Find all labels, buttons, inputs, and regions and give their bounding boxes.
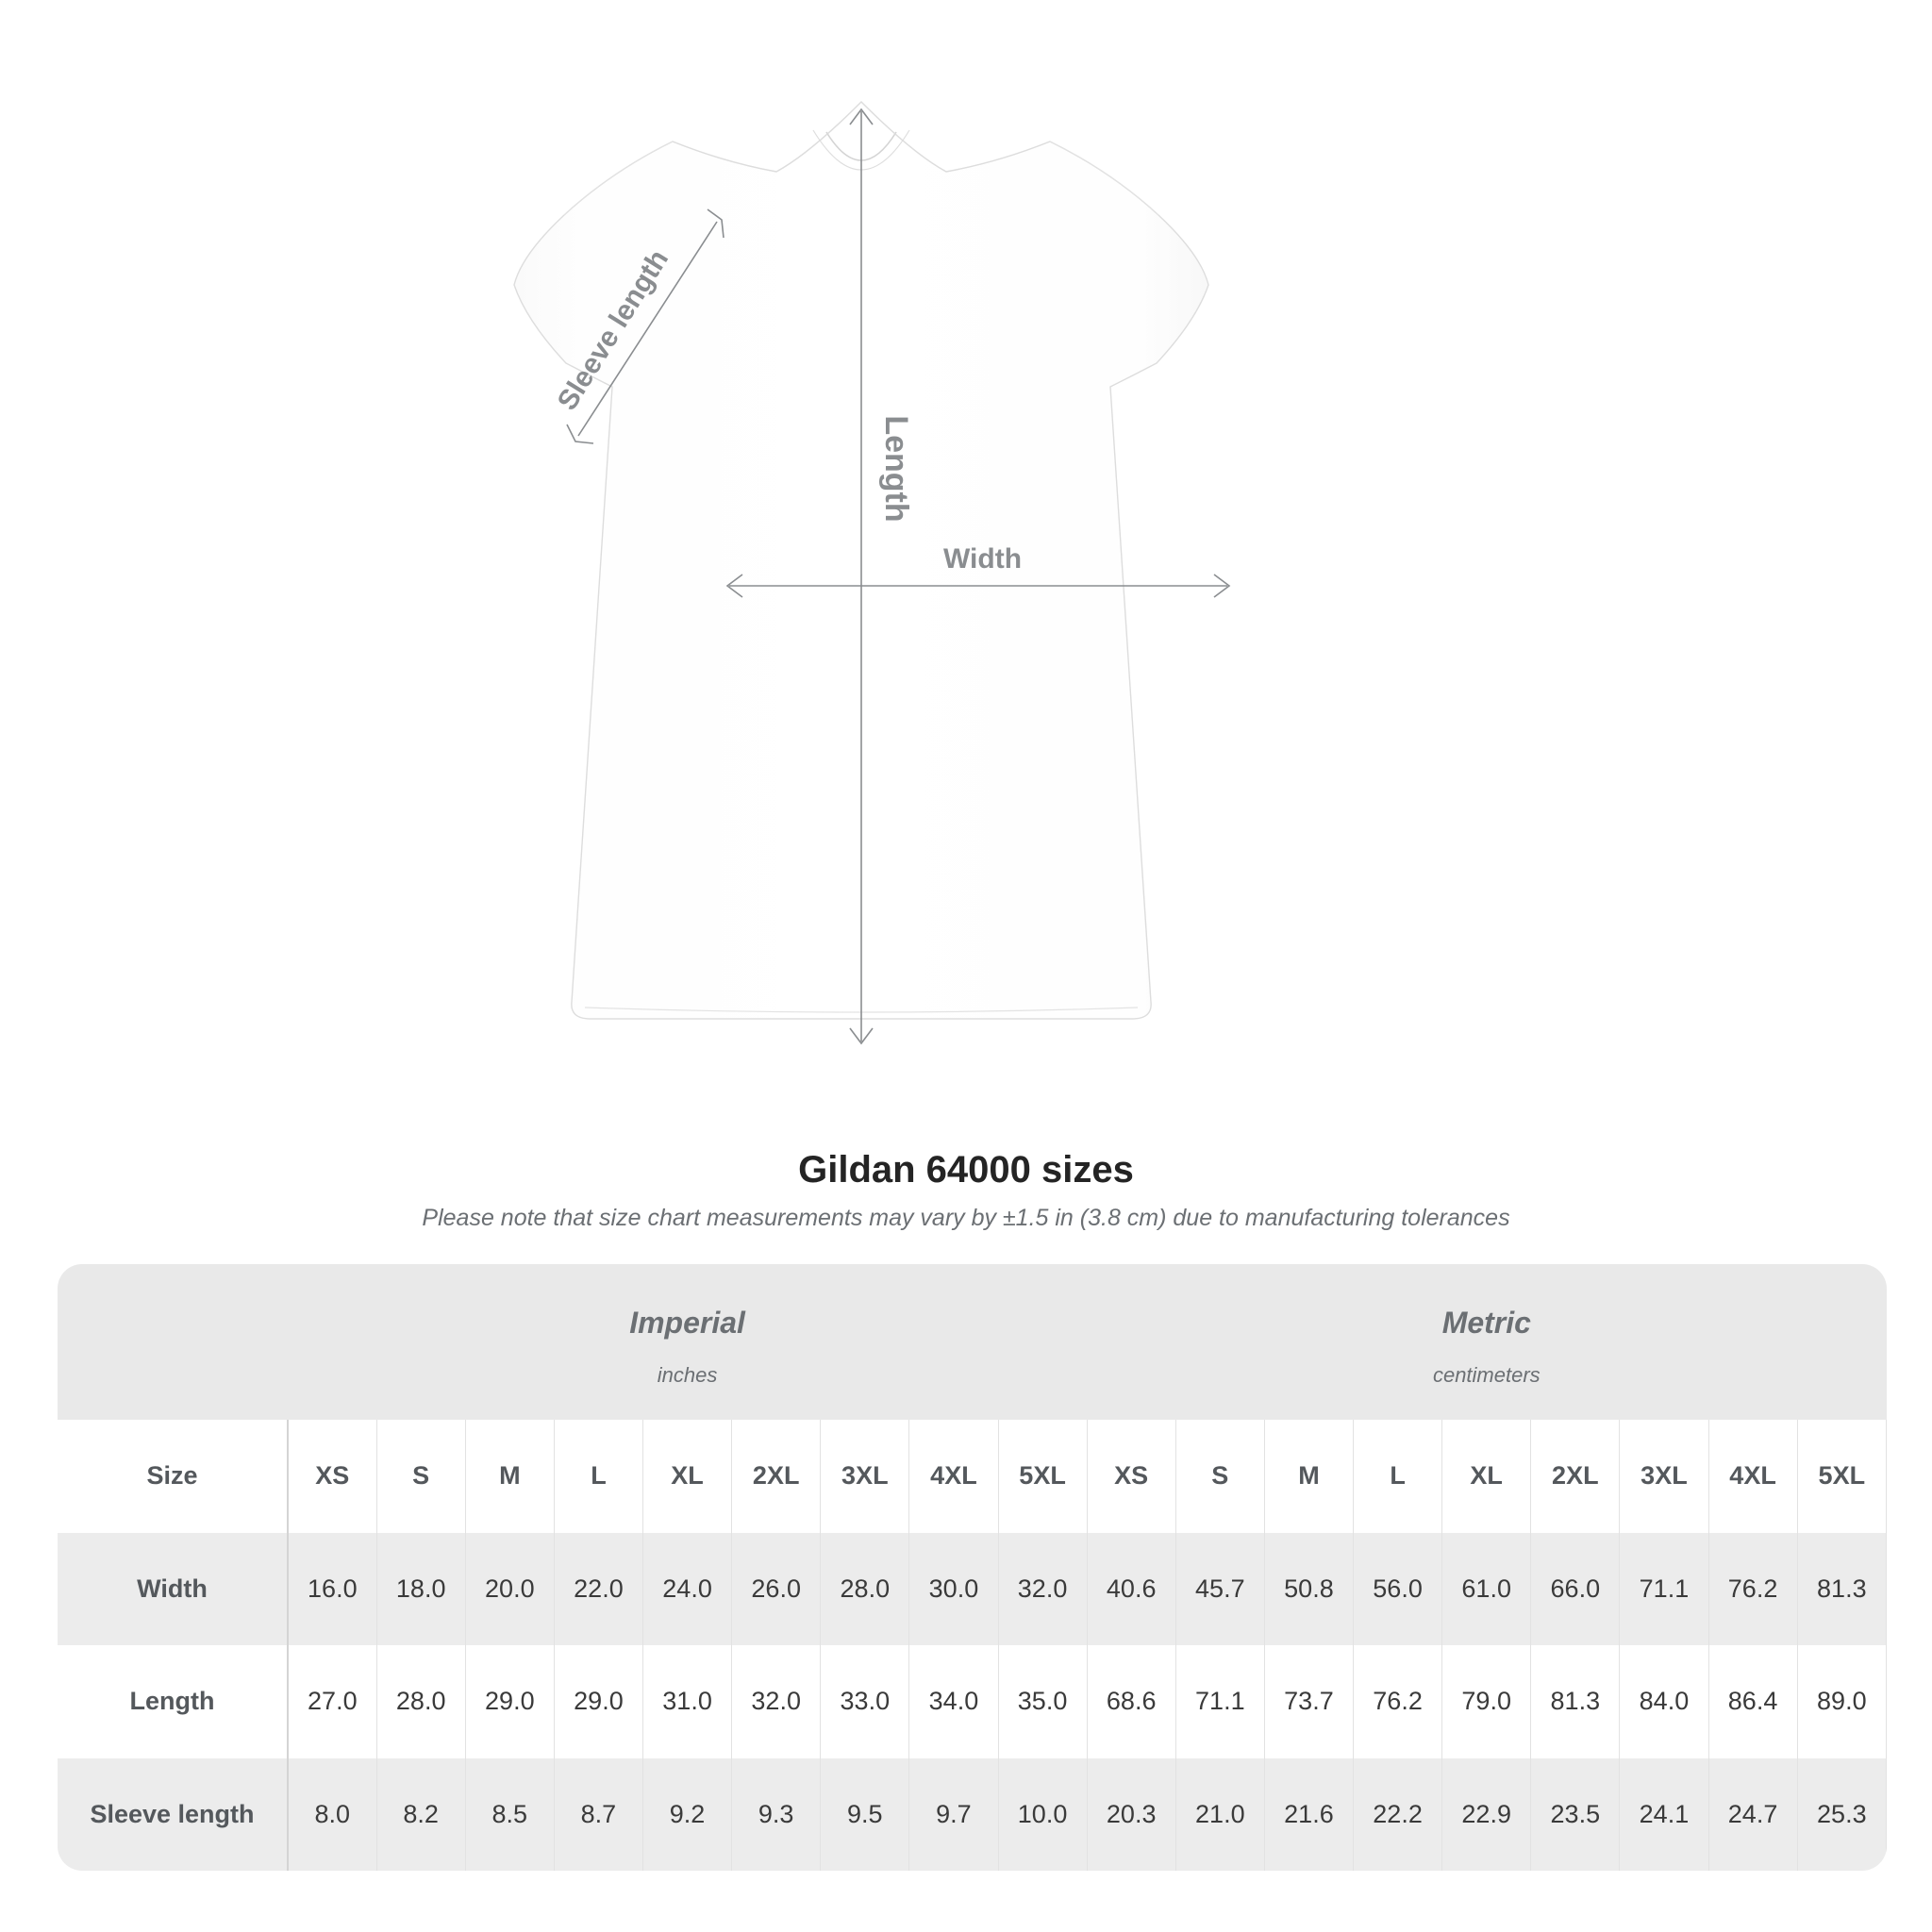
svg-text:Width: Width xyxy=(943,543,1022,575)
svg-text:Length: Length xyxy=(878,415,914,522)
